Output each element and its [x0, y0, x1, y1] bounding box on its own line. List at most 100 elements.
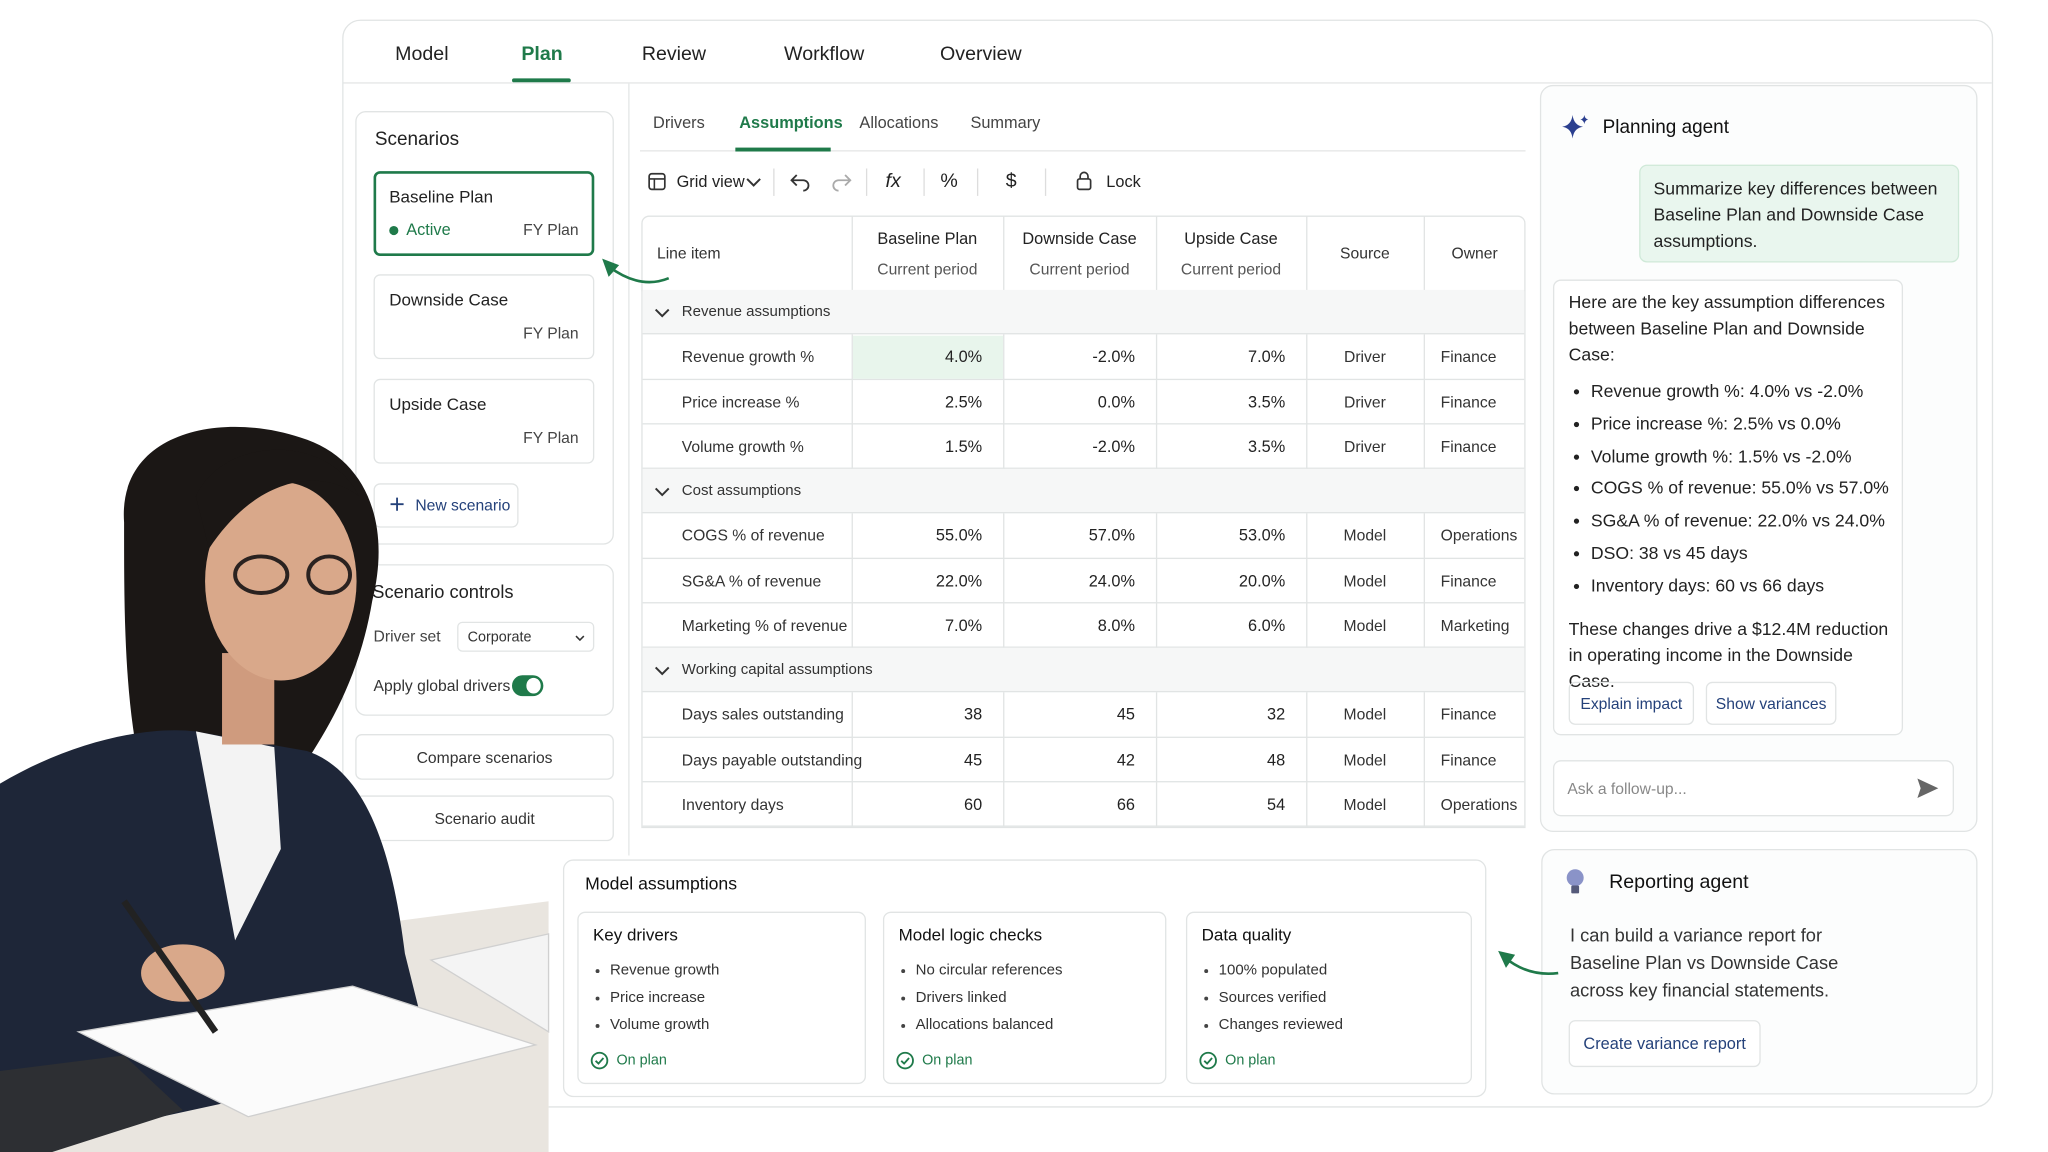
card-status: On plan — [616, 1052, 667, 1069]
cell-divider — [1423, 513, 1425, 559]
group-label: Working capital assumptions — [681, 662, 873, 679]
bullet-dot — [1573, 583, 1580, 589]
scenario-name: Downside Case — [389, 289, 509, 310]
scenario-card[interactable] — [373, 378, 595, 464]
table-value: 1.5% — [944, 437, 983, 456]
bullet-dot — [595, 968, 600, 973]
scenario-card[interactable] — [373, 171, 595, 256]
table-owner: Finance — [1440, 705, 1497, 725]
input-placeholder: Ask a follow-up... — [1567, 779, 1687, 799]
toolbar-item[interactable]: fx — [885, 169, 901, 192]
cell-divider — [1423, 334, 1425, 380]
agent-action-button[interactable] — [1705, 681, 1837, 725]
toolbar-item[interactable]: Grid view — [676, 172, 745, 191]
toolbar-item[interactable]: % — [940, 169, 958, 192]
card-title: Data quality — [1201, 924, 1292, 945]
user-message: Summarize key differences between Baseli… — [1653, 178, 1938, 251]
table-row — [642, 603, 1525, 648]
bullet-dot — [1204, 1023, 1209, 1028]
table-value: 57.0% — [1088, 526, 1136, 546]
line-item: Days sales outstanding — [681, 705, 844, 725]
cell-divider — [1306, 558, 1308, 604]
cell-divider — [1423, 737, 1425, 783]
line-item: Inventory days — [681, 795, 784, 814]
agent-action-button[interactable] — [1568, 681, 1695, 725]
sub-tab[interactable]: Allocations — [859, 113, 939, 132]
sub-tab[interactable]: Summary — [970, 113, 1041, 132]
chevron-icon — [654, 487, 670, 497]
section-title: Model assumptions — [585, 873, 738, 894]
top-tab[interactable]: Overview — [940, 43, 1022, 66]
column-header: Baseline Plan — [877, 229, 978, 249]
card-item: 100% populated — [1218, 962, 1328, 979]
scenario-period: FY Plan — [523, 220, 579, 240]
scenario-card[interactable] — [373, 274, 595, 360]
cell-divider — [1003, 513, 1005, 559]
card-item: Volume growth — [609, 1017, 710, 1034]
cell-divider — [1423, 379, 1425, 425]
toolbar-separator — [865, 168, 868, 196]
bullet-dot — [901, 995, 906, 1000]
table-value: -2.0% — [1092, 347, 1136, 367]
toolbar-separator — [773, 168, 775, 196]
cell-divider — [1306, 692, 1308, 738]
cell-divider — [1306, 334, 1308, 380]
agent-title: Reporting agent — [1609, 871, 1749, 894]
line-item: SG&A % of revenue — [681, 571, 822, 590]
cell-divider — [1155, 379, 1158, 425]
cell-divider — [1306, 603, 1308, 648]
table-source: Driver — [1344, 347, 1386, 367]
cell-divider — [851, 737, 853, 783]
response-bullet: Revenue growth %: 4.0% vs -2.0% — [1590, 381, 1864, 401]
cell-divider — [1003, 603, 1005, 648]
cell-divider — [1003, 692, 1005, 738]
toolbar-item[interactable]: Lock — [1106, 172, 1141, 191]
assumption-card — [577, 911, 866, 1085]
table-source: Model — [1343, 526, 1387, 546]
cell-divider — [1155, 692, 1158, 738]
driver-select[interactable] — [457, 621, 595, 652]
sidebar-button-label: Compare scenarios — [416, 747, 553, 767]
table-owner: Marketing — [1440, 616, 1510, 635]
top-tab[interactable]: Workflow — [784, 43, 865, 66]
card-item: Changes reviewed — [1218, 1017, 1344, 1034]
card-item: Price increase — [609, 990, 706, 1006]
new-scenario-label: New scenario — [415, 496, 511, 515]
column-divider — [851, 215, 853, 290]
table-row — [642, 558, 1525, 604]
table-value: -2.0% — [1092, 437, 1136, 456]
scenario-name: Baseline Plan — [389, 186, 494, 207]
user-message-bubble — [1639, 164, 1960, 263]
table-value: 45 — [964, 750, 983, 769]
toolbar-item[interactable]: $ — [1005, 169, 1017, 192]
scenarios-panel — [355, 111, 614, 545]
follow-up-input[interactable] — [1552, 760, 1954, 817]
response-bullet: SG&A % of revenue: 22.0% vs 24.0% — [1590, 510, 1885, 531]
column-divider — [1155, 215, 1158, 290]
cell-divider — [1423, 782, 1425, 827]
sub-tab[interactable]: Assumptions — [739, 113, 843, 132]
table-value: 8.0% — [1097, 616, 1136, 635]
top-tab[interactable]: Plan — [521, 43, 563, 66]
undo-icon — [790, 174, 810, 192]
cell-divider — [1155, 737, 1158, 783]
table-value: 32 — [1267, 705, 1286, 725]
cell-divider — [1003, 558, 1005, 604]
response-intro: Here are the key assumption differences … — [1568, 292, 1885, 365]
bullet-dot — [1204, 968, 1209, 973]
cell-divider — [1423, 424, 1425, 469]
top-tab[interactable]: Review — [641, 43, 707, 66]
cell-divider — [1423, 603, 1425, 648]
table-row — [642, 737, 1525, 783]
cell-divider — [1003, 379, 1005, 425]
chevron-icon — [654, 308, 670, 318]
response-conclusion: These changes drive a $12.4M reduction i… — [1568, 619, 1889, 691]
table-value: 20.0% — [1238, 571, 1286, 590]
sub-tab[interactable]: Drivers — [653, 113, 705, 132]
top-tab[interactable]: Model — [395, 43, 449, 66]
column-divider — [1003, 215, 1005, 290]
toolbar-separator — [976, 168, 979, 196]
reporting-action-button[interactable] — [1568, 1020, 1761, 1068]
subtab-underline — [735, 147, 831, 152]
table-value: 48 — [1267, 750, 1286, 769]
